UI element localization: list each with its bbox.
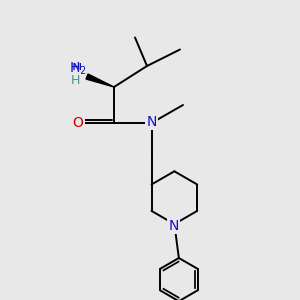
Text: H: H [70,74,80,87]
Text: H: H [72,71,81,85]
Text: H: H [70,61,80,75]
Polygon shape [86,74,114,87]
Text: N: N [169,219,179,232]
Text: 2: 2 [79,66,85,76]
Text: N: N [71,62,82,76]
Text: N: N [146,115,157,128]
Text: O: O [73,116,83,130]
